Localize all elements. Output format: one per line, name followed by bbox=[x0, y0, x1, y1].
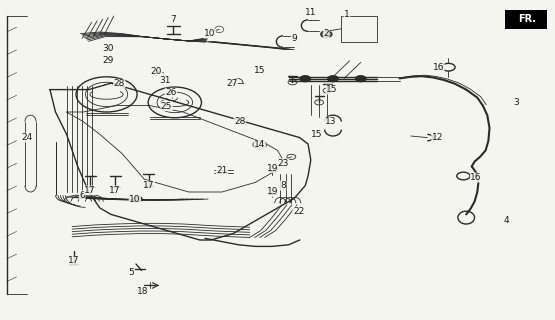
Text: 27: 27 bbox=[226, 79, 238, 88]
Text: 22: 22 bbox=[293, 207, 304, 216]
Circle shape bbox=[133, 196, 142, 202]
Text: 12: 12 bbox=[432, 133, 443, 142]
Text: 1: 1 bbox=[344, 10, 350, 19]
Text: 31: 31 bbox=[160, 76, 171, 85]
Text: 2: 2 bbox=[324, 29, 329, 38]
Text: 17: 17 bbox=[84, 186, 95, 195]
FancyBboxPatch shape bbox=[505, 10, 547, 29]
Text: 3: 3 bbox=[513, 98, 519, 107]
Text: 11: 11 bbox=[305, 8, 316, 17]
Text: 14: 14 bbox=[254, 140, 265, 149]
Circle shape bbox=[327, 76, 339, 82]
Circle shape bbox=[355, 76, 366, 82]
Text: 15: 15 bbox=[326, 85, 337, 94]
Text: 5: 5 bbox=[129, 268, 134, 277]
Text: 24: 24 bbox=[21, 133, 32, 142]
Text: 17: 17 bbox=[109, 186, 120, 195]
Circle shape bbox=[321, 31, 332, 37]
Text: 13: 13 bbox=[325, 117, 336, 126]
Text: 28: 28 bbox=[234, 117, 245, 126]
Text: 20: 20 bbox=[151, 67, 162, 76]
Text: 19: 19 bbox=[268, 188, 279, 196]
Text: 18: 18 bbox=[138, 287, 149, 296]
Text: 8: 8 bbox=[280, 181, 286, 190]
Text: 15: 15 bbox=[311, 130, 322, 139]
Bar bbox=[341, 16, 377, 42]
Text: 4: 4 bbox=[503, 216, 509, 225]
Text: 16: 16 bbox=[471, 173, 482, 182]
Text: 23: 23 bbox=[278, 159, 289, 168]
Text: 25: 25 bbox=[161, 102, 172, 111]
Text: 30: 30 bbox=[103, 44, 114, 53]
Text: 17: 17 bbox=[143, 181, 154, 190]
Text: 7: 7 bbox=[170, 15, 176, 24]
Text: 26: 26 bbox=[165, 88, 176, 97]
Text: 15: 15 bbox=[254, 66, 265, 75]
Text: 19: 19 bbox=[268, 164, 279, 172]
Text: 9: 9 bbox=[291, 34, 297, 43]
Text: FR.: FR. bbox=[518, 14, 536, 24]
Text: 6: 6 bbox=[79, 191, 85, 200]
Text: 10: 10 bbox=[129, 195, 140, 204]
Text: 10: 10 bbox=[204, 29, 215, 38]
Text: 17: 17 bbox=[68, 256, 79, 265]
Text: 29: 29 bbox=[103, 56, 114, 65]
Circle shape bbox=[300, 76, 311, 82]
Text: 21: 21 bbox=[216, 166, 228, 175]
Text: 28: 28 bbox=[114, 79, 125, 88]
Text: 16: 16 bbox=[433, 63, 444, 72]
